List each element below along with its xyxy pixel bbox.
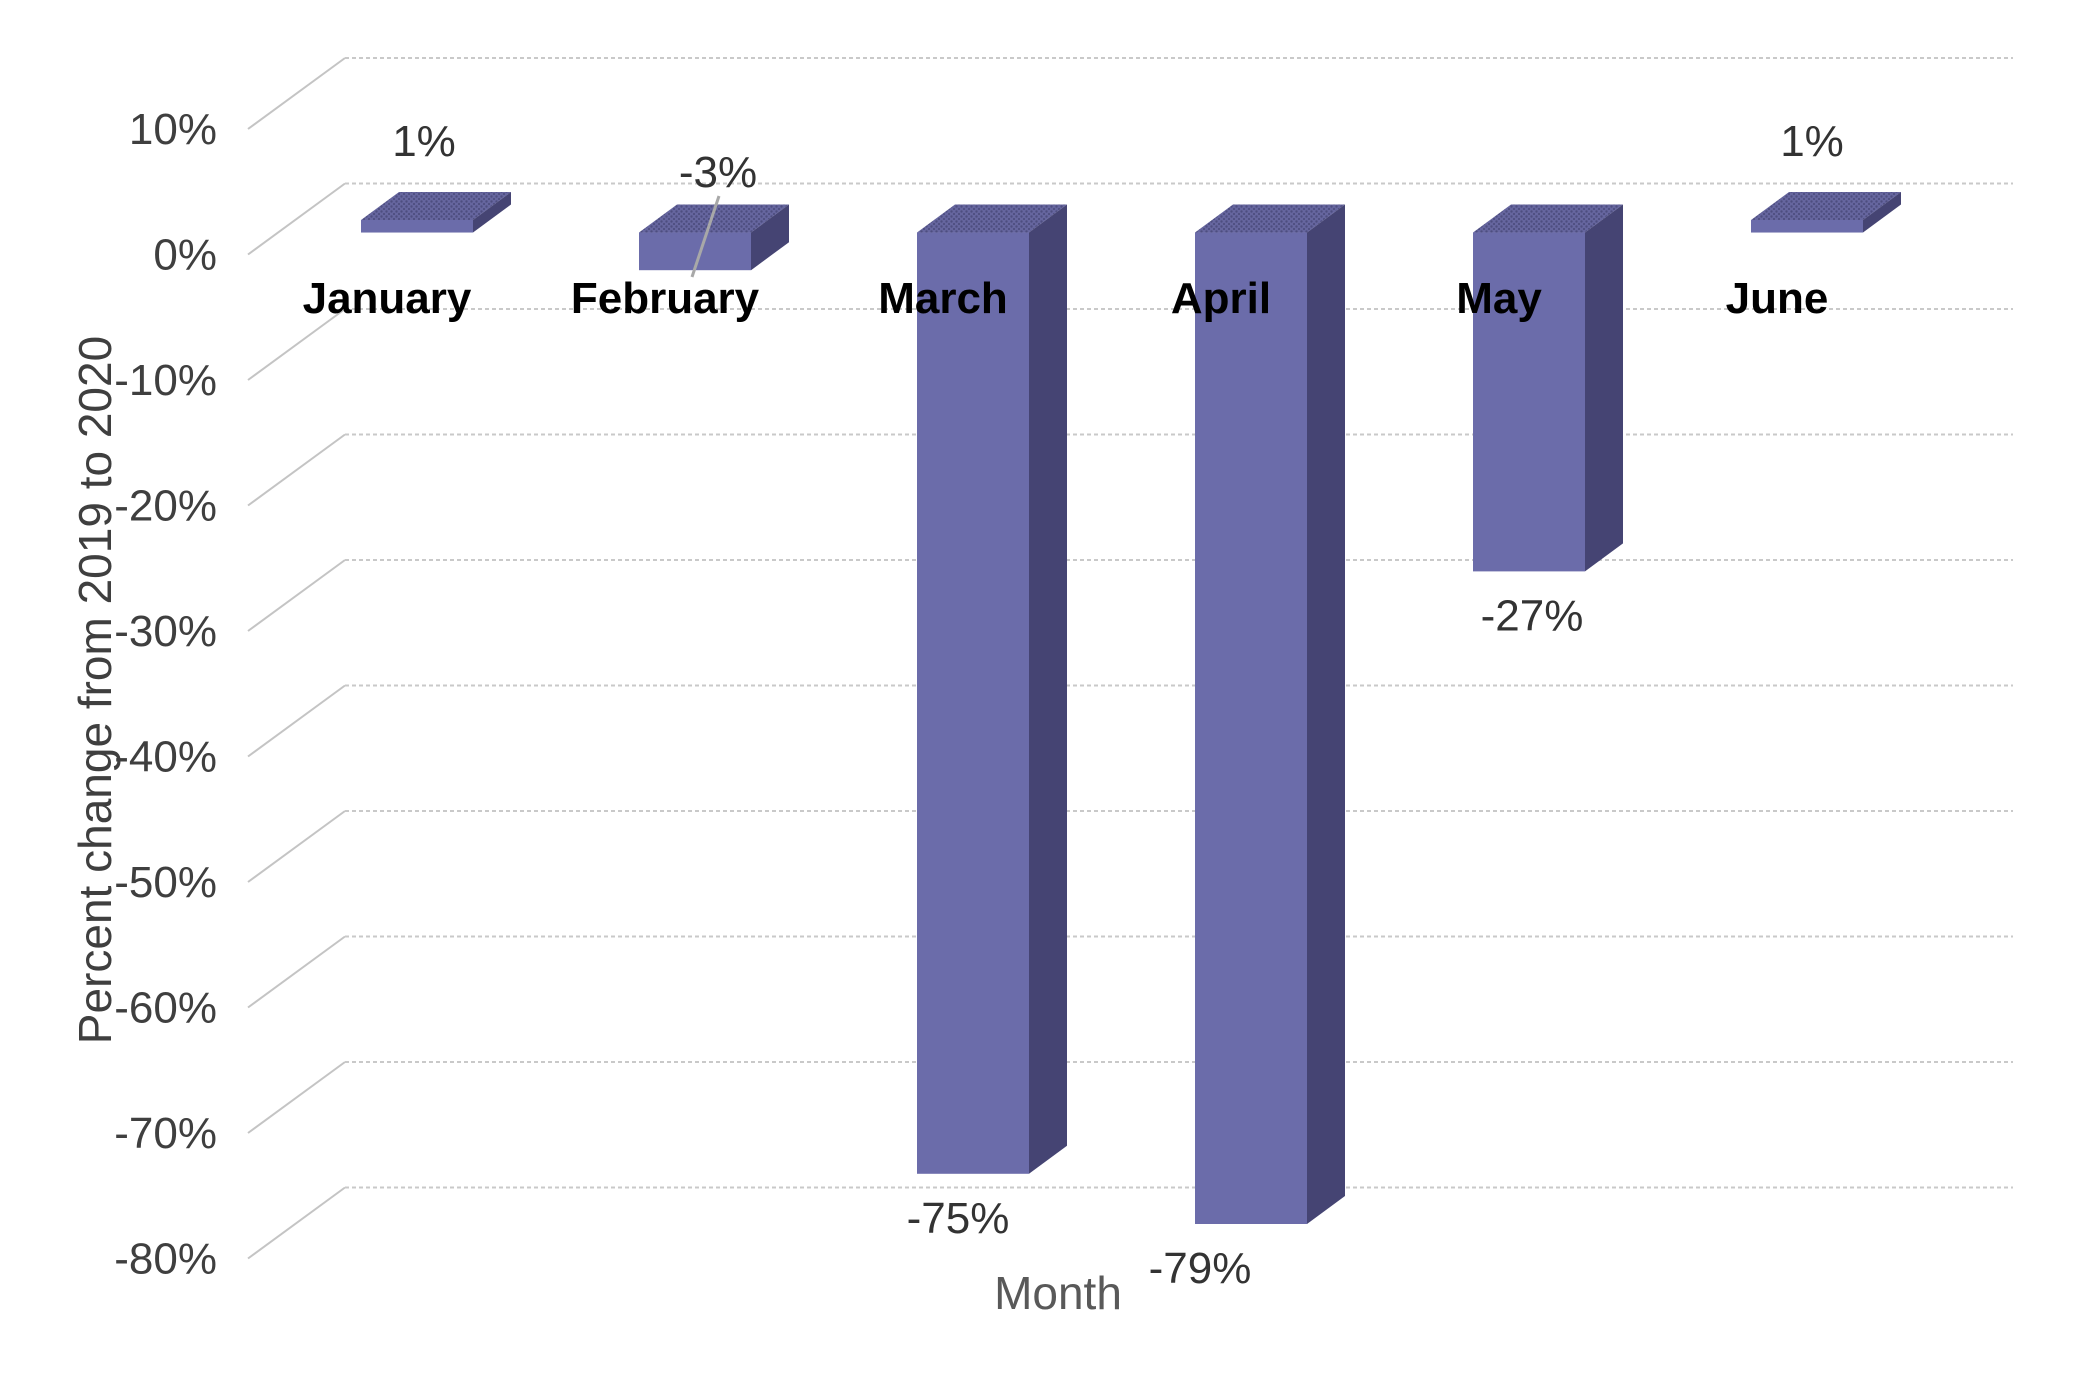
grid-connector--80% bbox=[247, 1186, 346, 1260]
bar-top-face bbox=[917, 204, 1067, 233]
bar-side-face bbox=[751, 204, 789, 271]
grid-connector--40% bbox=[247, 684, 346, 758]
bar-front-face bbox=[1195, 232, 1307, 1224]
y-tick-10%: 10% bbox=[129, 105, 217, 154]
bars-layer bbox=[361, 191, 1901, 1224]
bar-january bbox=[361, 191, 511, 233]
data-label-april: -79% bbox=[1149, 1244, 1252, 1293]
y-tick--30%: -30% bbox=[114, 607, 217, 656]
y-tick--70%: -70% bbox=[114, 1109, 217, 1158]
grid-connector--10% bbox=[247, 308, 346, 381]
data-label-february: -3% bbox=[679, 148, 757, 197]
category-label-february: February bbox=[571, 274, 760, 323]
gridlines-layer bbox=[247, 57, 2013, 1260]
bar-side-face bbox=[1863, 191, 1901, 233]
y-tick--10%: -10% bbox=[114, 356, 217, 405]
data-label-june: 1% bbox=[1780, 117, 1844, 166]
grid-connector--70% bbox=[247, 1061, 346, 1134]
bar-june bbox=[1751, 191, 1901, 233]
data-label-march: -75% bbox=[907, 1194, 1010, 1243]
bar-may bbox=[1473, 204, 1623, 572]
category-label-january: January bbox=[303, 274, 472, 323]
y-tick--20%: -20% bbox=[114, 482, 217, 531]
bar-side-face bbox=[1307, 204, 1345, 1224]
grid-connector--50% bbox=[247, 810, 346, 883]
data-label-leader-line bbox=[690, 195, 721, 278]
bar-side-face bbox=[1029, 204, 1067, 1174]
bar-april bbox=[1195, 204, 1345, 1224]
category-label-may: May bbox=[1456, 274, 1542, 323]
category-label-june: June bbox=[1726, 274, 1829, 323]
x-axis-title: Month bbox=[994, 1267, 1122, 1319]
bar-front-face bbox=[1473, 232, 1585, 572]
bar-side-face bbox=[1585, 204, 1623, 572]
data-label-may: -27% bbox=[1481, 591, 1584, 640]
bar-front-face bbox=[361, 219, 473, 233]
y-axis-title: Percent change from 2019 to 2020 bbox=[69, 336, 121, 1044]
data-label-january: 1% bbox=[392, 117, 456, 166]
bar-february bbox=[639, 204, 789, 271]
bar-side-face bbox=[473, 191, 511, 233]
bar-top-face bbox=[639, 204, 789, 233]
grid-connector--30% bbox=[247, 559, 346, 632]
category-label-march: March bbox=[878, 274, 1008, 323]
bar-top-face bbox=[1195, 204, 1345, 233]
y-tick--50%: -50% bbox=[114, 858, 217, 907]
bar-march bbox=[917, 204, 1067, 1174]
y-tick--40%: -40% bbox=[114, 733, 217, 782]
grid-connector-10% bbox=[247, 57, 346, 130]
bar-top-face bbox=[361, 191, 511, 220]
labels-layer: 10% 0% -10% -20% -30% -40% -50% -60% -70% -80% Jan… bbox=[114, 105, 1844, 1293]
grid-connector--60% bbox=[247, 935, 346, 1009]
y-tick--80%: -80% bbox=[114, 1235, 217, 1284]
bar-top-face bbox=[1473, 204, 1623, 233]
y-tick-0%: 0% bbox=[153, 231, 217, 280]
bar-front-face bbox=[917, 232, 1029, 1174]
grid-connector-0% bbox=[247, 182, 346, 256]
bar-front-face bbox=[1751, 219, 1863, 233]
category-label-april: April bbox=[1171, 274, 1271, 323]
grid-connector--20% bbox=[247, 433, 346, 507]
bar-top-face bbox=[1751, 191, 1901, 220]
y-tick--60%: -60% bbox=[114, 984, 217, 1033]
